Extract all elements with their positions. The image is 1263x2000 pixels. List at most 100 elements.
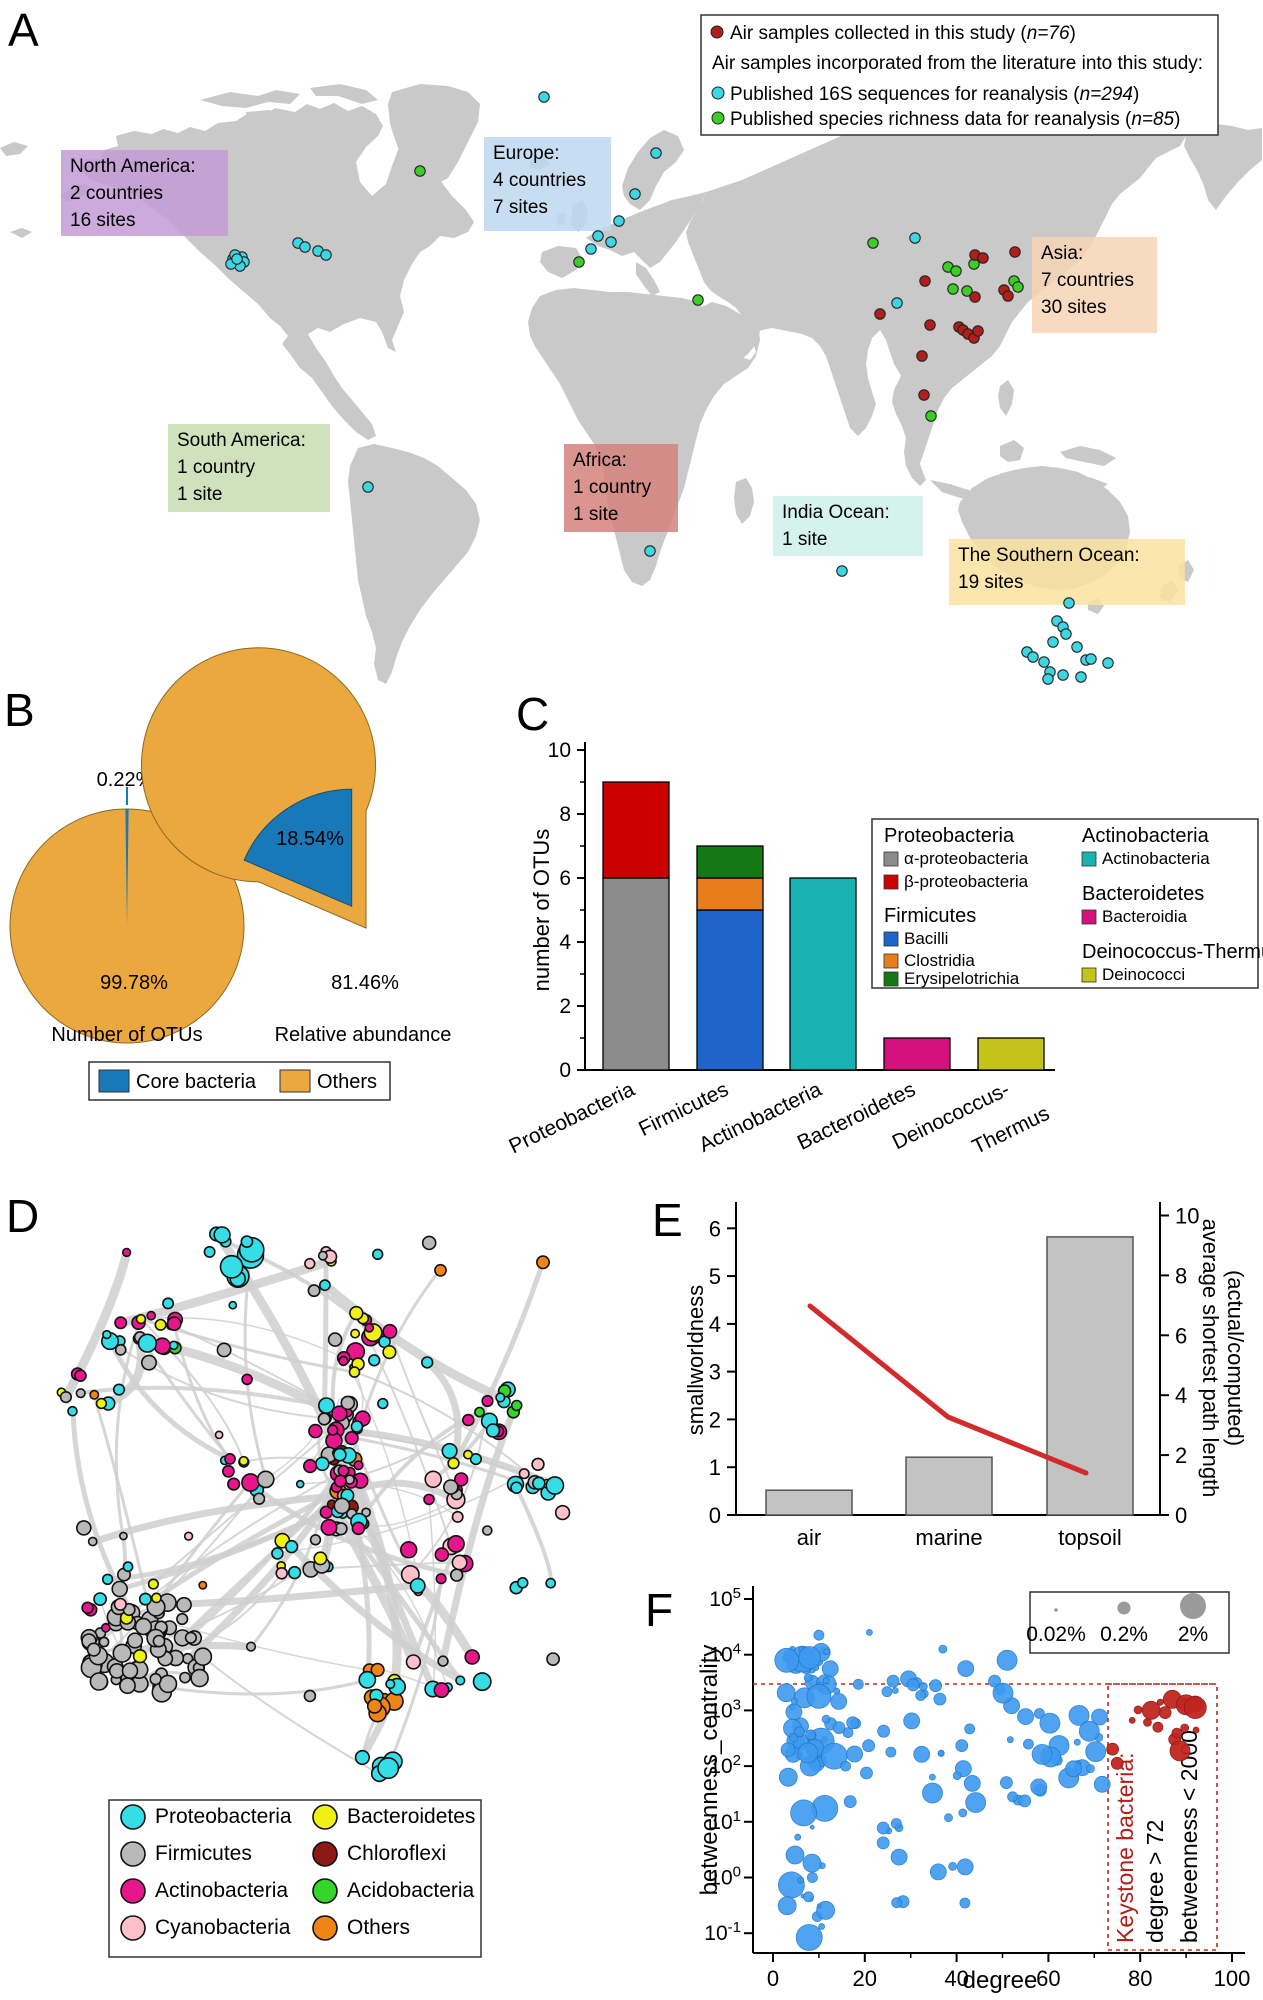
svg-text:degree > 72: degree > 72: [1142, 1820, 1168, 1943]
svg-text:10-1: 10-1: [704, 1919, 741, 1946]
svg-text:smallworldness: smallworldness: [683, 1285, 708, 1435]
svg-text:Bacteroidetes: Bacteroidetes: [347, 1805, 475, 1828]
svg-text:number of OTUs: number of OTUs: [529, 829, 554, 992]
svg-text:(actual/computed): (actual/computed): [1223, 1270, 1248, 1446]
svg-text:100: 100: [1214, 1966, 1251, 1991]
svg-text:1 site: 1 site: [177, 484, 222, 505]
svg-text:0: 0: [559, 1059, 571, 1082]
svg-text:2%: 2%: [1178, 1623, 1208, 1646]
svg-text:average shortest path length: average shortest path length: [1198, 1219, 1223, 1498]
svg-text:B: B: [4, 684, 35, 736]
svg-text:Africa:: Africa:: [573, 450, 627, 471]
svg-text:6: 6: [1175, 1323, 1187, 1348]
svg-text:0.02%: 0.02%: [1026, 1623, 1086, 1646]
svg-text:Actinobacteria: Actinobacteria: [1102, 849, 1210, 868]
svg-text:6: 6: [559, 867, 571, 890]
svg-text:2: 2: [1175, 1443, 1187, 1468]
svg-text:Bacteroidia: Bacteroidia: [1102, 907, 1188, 926]
svg-text:Firmicutes: Firmicutes: [155, 1842, 252, 1865]
svg-text:Published 16S sequences for re: Published 16S sequences for reanalysis (…: [730, 84, 1139, 105]
svg-text:19 sites: 19 sites: [958, 572, 1023, 593]
svg-text:Acidobacteria: Acidobacteria: [347, 1879, 475, 1902]
svg-text:80: 80: [1128, 1966, 1152, 1991]
svg-text:0: 0: [1175, 1503, 1187, 1528]
svg-text:Deinococci: Deinococci: [1102, 965, 1185, 984]
svg-text:0.22%: 0.22%: [97, 769, 154, 791]
svg-text:Chloroflexi: Chloroflexi: [347, 1842, 446, 1865]
svg-text:5: 5: [709, 1264, 721, 1289]
svg-text:6: 6: [709, 1216, 721, 1241]
svg-text:The Southern Ocean:: The Southern Ocean:: [958, 545, 1140, 566]
svg-text:2: 2: [559, 995, 571, 1018]
svg-text:8: 8: [1175, 1263, 1187, 1288]
svg-text:Others: Others: [347, 1916, 410, 1939]
svg-text:60: 60: [1036, 1966, 1060, 1991]
svg-text:1 site: 1 site: [782, 529, 827, 550]
svg-text:Core bacteria: Core bacteria: [136, 1071, 257, 1093]
svg-text:0: 0: [767, 1966, 779, 1991]
svg-text:India Ocean:: India Ocean:: [782, 502, 890, 523]
svg-text:Published species richness dat: Published species richness data for rean…: [730, 109, 1180, 130]
svg-text:Firmicutes: Firmicutes: [884, 905, 976, 927]
svg-text:Europe:: Europe:: [493, 143, 560, 164]
svg-text:Air samples collected in this: Air samples collected in this study (n=7…: [730, 23, 1076, 44]
svg-text:Asia:: Asia:: [1041, 243, 1083, 264]
svg-text:Actinobacteria: Actinobacteria: [1082, 825, 1210, 847]
svg-text:30 sites: 30 sites: [1041, 297, 1106, 318]
svg-text:marine: marine: [915, 1525, 982, 1550]
svg-text:Deinococcus-Thermus: Deinococcus-Thermus: [1082, 941, 1263, 963]
svg-text:Clostridia: Clostridia: [904, 951, 975, 970]
svg-text:0: 0: [709, 1503, 721, 1528]
svg-text:betweenness < 2000: betweenness < 2000: [1176, 1730, 1202, 1943]
svg-text:Air samples incorporated from: Air samples incorporated from the litera…: [712, 53, 1203, 74]
svg-text:4: 4: [559, 931, 571, 954]
svg-text:7 countries: 7 countries: [1041, 270, 1134, 291]
svg-text:Others: Others: [317, 1071, 377, 1093]
svg-text:20: 20: [853, 1966, 877, 1991]
svg-text:0.2%: 0.2%: [1100, 1623, 1148, 1646]
svg-text:105: 105: [709, 1585, 741, 1612]
svg-text:8: 8: [559, 803, 571, 826]
svg-text:F: F: [645, 1584, 673, 1636]
svg-text:1 site: 1 site: [573, 504, 618, 525]
svg-text:Actinobacteria: Actinobacteria: [155, 1879, 288, 1902]
svg-text:1 country: 1 country: [177, 457, 256, 478]
svg-text:Cyanobacteria: Cyanobacteria: [155, 1916, 291, 1939]
svg-text:topsoil: topsoil: [1058, 1525, 1122, 1550]
svg-text:40: 40: [944, 1966, 968, 1991]
svg-text:North America:: North America:: [70, 156, 196, 177]
svg-text:Proteobacteria: Proteobacteria: [884, 825, 1015, 847]
svg-text:18.54%: 18.54%: [276, 828, 344, 850]
svg-text:4 countries: 4 countries: [493, 170, 586, 191]
svg-text:Number of OTUs: Number of OTUs: [51, 1024, 202, 1046]
svg-text:A: A: [8, 4, 39, 56]
svg-text:1 country: 1 country: [573, 477, 652, 498]
svg-text:3: 3: [709, 1360, 721, 1385]
svg-text:Bacteroidetes: Bacteroidetes: [1082, 883, 1204, 905]
svg-text:Keystone bacteria:: Keystone bacteria:: [1112, 1752, 1138, 1943]
svg-text:Proteobacteria: Proteobacteria: [155, 1805, 292, 1828]
svg-text:99.78%: 99.78%: [100, 972, 168, 994]
svg-text:α-proteobacteria: α-proteobacteria: [904, 849, 1029, 868]
svg-text:betweenness_centrality: betweenness_centrality: [696, 1645, 723, 1896]
svg-text:air: air: [797, 1525, 821, 1550]
svg-text:C: C: [516, 688, 549, 740]
svg-text:10: 10: [548, 739, 571, 762]
svg-text:81.46%: 81.46%: [331, 972, 399, 994]
svg-text:degree: degree: [963, 1967, 1038, 1994]
svg-text:South America:: South America:: [177, 430, 306, 451]
svg-text:4: 4: [709, 1312, 721, 1337]
svg-text:Erysipelotrichia: Erysipelotrichia: [904, 969, 1020, 988]
svg-text:4: 4: [1175, 1383, 1187, 1408]
svg-text:D: D: [6, 1190, 39, 1242]
svg-text:2 countries: 2 countries: [70, 183, 163, 204]
svg-text:Proteobacteria: Proteobacteria: [505, 1078, 638, 1159]
svg-text:10: 10: [1175, 1203, 1199, 1228]
svg-text:1: 1: [709, 1455, 721, 1480]
svg-text:E: E: [652, 1194, 683, 1246]
svg-text:β-proteobacteria: β-proteobacteria: [904, 872, 1029, 891]
svg-text:Bacilli: Bacilli: [904, 929, 948, 948]
svg-text:7 sites: 7 sites: [493, 197, 548, 218]
svg-text:16 sites: 16 sites: [70, 210, 135, 231]
svg-text:2: 2: [709, 1407, 721, 1432]
